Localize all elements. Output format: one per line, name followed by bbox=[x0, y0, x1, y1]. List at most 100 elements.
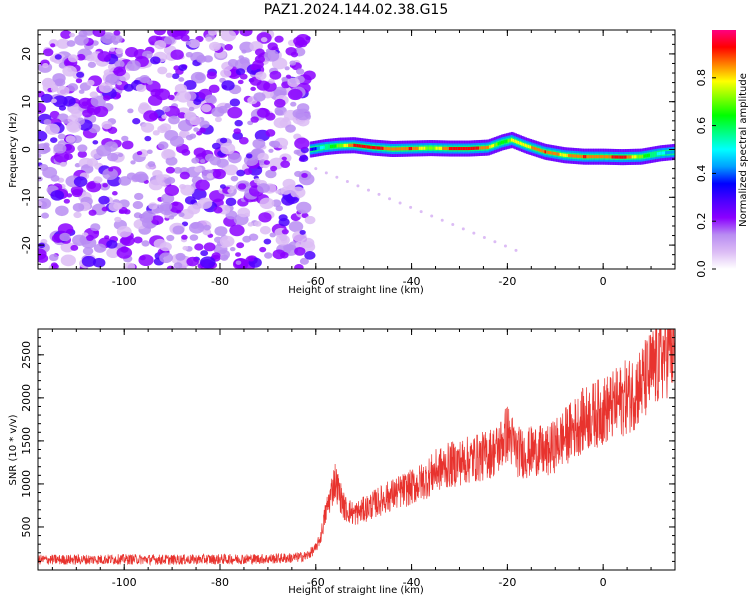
noise-speckle bbox=[265, 129, 276, 137]
ridge-core bbox=[408, 146, 412, 151]
ridge-core bbox=[624, 155, 628, 159]
chart-title: PAZ1.2024.144.02.38.G15 bbox=[264, 2, 449, 18]
noise-speckle bbox=[290, 101, 297, 107]
noise-speckle bbox=[136, 151, 143, 156]
noise-speckle bbox=[92, 30, 106, 38]
faint-dot bbox=[356, 184, 360, 188]
noise-speckle bbox=[219, 184, 226, 189]
ridge-core bbox=[455, 146, 459, 151]
ridge-core bbox=[396, 147, 400, 151]
ridge-core bbox=[350, 143, 353, 147]
snr-x-ticks: -100 -80 -60 -40 -20 0 bbox=[51, 329, 676, 589]
noise-speckle bbox=[165, 166, 175, 174]
noise-speckle bbox=[282, 178, 296, 189]
noise-speckle bbox=[189, 133, 197, 139]
ridge-core bbox=[635, 155, 638, 159]
ridge-core bbox=[464, 146, 467, 151]
ridge-core bbox=[388, 147, 392, 151]
heatmap-x-tick-label: -60 bbox=[307, 275, 325, 288]
noise-speckle bbox=[281, 228, 289, 235]
noise-speckle bbox=[66, 121, 82, 133]
noise-speckle bbox=[178, 131, 187, 138]
ridge-core bbox=[646, 153, 650, 158]
ridge-core bbox=[410, 146, 413, 151]
ridge-core bbox=[671, 150, 675, 154]
ridge-core bbox=[579, 154, 583, 159]
noise-speckle bbox=[296, 201, 312, 214]
noise-speckle bbox=[63, 198, 70, 204]
snr-x-tick-label: -20 bbox=[498, 576, 516, 589]
noise-speckle bbox=[82, 247, 94, 256]
ridge-core bbox=[611, 155, 615, 159]
noise-speckle bbox=[132, 118, 141, 125]
noise-speckle bbox=[60, 241, 75, 253]
colorbar-tick-label: 0.6 bbox=[695, 117, 708, 135]
noise-speckle bbox=[104, 141, 118, 152]
ridge-core bbox=[472, 146, 476, 150]
ridge-core bbox=[380, 146, 383, 150]
noise-speckle bbox=[254, 55, 266, 64]
ridge-core bbox=[329, 144, 333, 149]
faint-dot bbox=[335, 175, 339, 179]
noise-speckle bbox=[234, 58, 251, 71]
noise-speckle bbox=[87, 61, 97, 68]
ridge-core bbox=[616, 155, 620, 159]
noise-speckle bbox=[181, 148, 191, 156]
ridge-core bbox=[453, 146, 457, 151]
ridge-core bbox=[401, 147, 405, 151]
noise-speckle bbox=[219, 235, 235, 248]
noise-speckle bbox=[290, 186, 306, 199]
ridge-core bbox=[324, 145, 328, 149]
noise-speckle bbox=[200, 250, 209, 257]
ridge-core bbox=[502, 140, 506, 144]
noise-speckle bbox=[77, 150, 87, 158]
ridge-core bbox=[452, 146, 455, 151]
noise-speckle bbox=[102, 183, 108, 188]
noise-speckle bbox=[194, 243, 204, 251]
noise-speckle bbox=[130, 160, 136, 165]
noise-speckle bbox=[292, 196, 298, 201]
noise-speckle bbox=[101, 206, 108, 212]
noise-speckle bbox=[269, 232, 276, 238]
ridge-core bbox=[603, 155, 606, 159]
snr-y-tick-label: 1000 bbox=[20, 470, 33, 498]
faint-dot bbox=[503, 244, 507, 248]
ridge-core bbox=[547, 150, 551, 155]
noise-speckle bbox=[181, 234, 188, 240]
ridge-core bbox=[460, 146, 464, 151]
noise-speckle bbox=[82, 109, 93, 118]
ridge-core bbox=[450, 146, 454, 151]
ridge-core bbox=[658, 151, 662, 156]
snr-y-axis-label: SNR (10 * v/v) bbox=[8, 414, 19, 485]
ridge-core bbox=[433, 146, 437, 150]
noise-speckle bbox=[263, 238, 272, 245]
noise-speckle bbox=[150, 215, 164, 225]
noise-speckle bbox=[194, 166, 203, 173]
noise-speckle bbox=[257, 152, 269, 162]
noise-speckle bbox=[38, 176, 43, 182]
noise-speckle bbox=[100, 32, 116, 44]
ridge-core bbox=[346, 143, 350, 148]
noise-speckle bbox=[50, 174, 60, 182]
heatmap-y-tick-label: 10 bbox=[20, 95, 33, 109]
ridge-core bbox=[591, 155, 595, 159]
noise-speckle bbox=[123, 83, 134, 92]
ridge-core bbox=[539, 148, 543, 152]
ridge-core bbox=[339, 144, 343, 148]
ridge-core bbox=[653, 152, 657, 156]
heatmap-x-tick-label: -100 bbox=[112, 275, 137, 288]
noise-speckle bbox=[73, 211, 82, 219]
noise-speckle bbox=[148, 202, 158, 210]
noise-speckle bbox=[177, 112, 186, 119]
noise-speckle bbox=[134, 192, 144, 201]
noise-speckle bbox=[247, 256, 255, 262]
noise-speckle bbox=[230, 247, 236, 252]
noise-speckle bbox=[170, 49, 184, 60]
noise-speckle bbox=[237, 79, 244, 85]
noise-speckle bbox=[98, 82, 113, 93]
faint-dot bbox=[388, 197, 392, 201]
noise-speckle bbox=[285, 124, 296, 133]
noise-speckle bbox=[159, 201, 173, 212]
ridge-core bbox=[418, 146, 422, 150]
noise-speckle bbox=[259, 226, 271, 235]
